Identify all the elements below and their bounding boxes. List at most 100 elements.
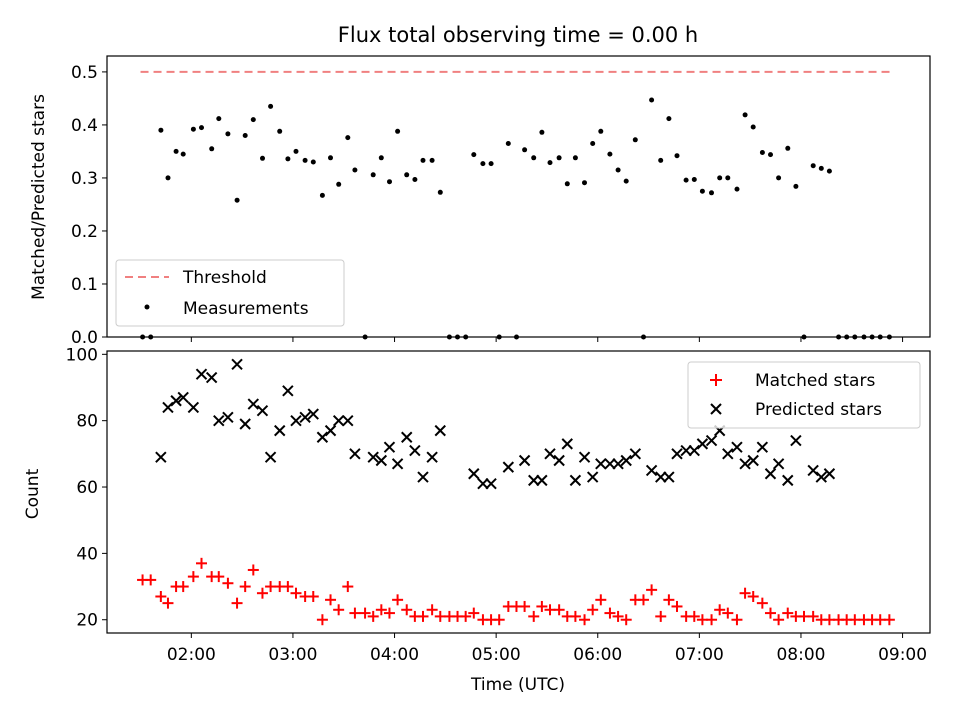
matched-stars-point [663,594,675,606]
matched-stars-point [177,581,189,593]
x-tick-label: 08:00 [776,645,825,665]
measurement-point [759,150,765,155]
x-tick-label: 06:00 [573,645,622,665]
predicted-stars-point [205,371,218,384]
measurement-point [768,152,773,158]
predicted-stars-point [187,401,200,414]
matched-stars-point [612,610,624,622]
predicted-stars-point [409,444,421,457]
x-tick-label: 02:00 [167,645,216,665]
measurement-point [268,103,274,109]
predicted-stars-point [485,477,497,490]
chart-title: Flux total observing time = 0.00 h [338,23,698,47]
predicted-stars-point [620,454,632,467]
top-y-tick-label: 0.2 [71,222,98,242]
measurement-point [173,148,179,154]
predicted-stars-point [342,414,354,427]
legend-measurements-swatch [144,304,150,310]
predicted-stars-point [671,448,683,460]
bottom-y-axis-label: Count [23,468,43,519]
measurement-point [623,178,629,184]
matched-stars-point [162,597,174,609]
measurement-point [209,146,215,152]
matched-stars-point [519,600,531,612]
predicted-stars-point [290,414,302,427]
matched-stars-point [349,607,361,619]
matched-stars-point [579,614,591,626]
measurement-point [158,127,164,133]
predicted-stars-point [274,424,286,437]
predicted-stars-point [239,418,251,430]
predicted-stars-point [772,458,785,470]
matched-stars-point [722,607,734,619]
matched-stars-point [587,604,599,616]
measurement-point [429,157,435,163]
predicted-stars-point [578,451,591,463]
matched-stars-point [316,614,328,626]
x-tick-label: 09:00 [878,645,927,665]
measurement-point [480,161,486,167]
matched-stars-point [468,607,480,619]
matched-stars-point [290,587,302,599]
matched-stars-point [342,581,354,593]
measurement-point [572,155,578,161]
predicted-stars-point [586,471,599,483]
measurement-point [658,157,664,163]
matched-stars-point [359,607,371,619]
matched-stars-point [213,571,225,583]
bottom-axes-frame [106,350,931,634]
predicted-stars-point [629,448,642,460]
matched-stars-point [417,610,429,622]
predicted-stars-point [177,391,189,404]
matched-stars-point [222,577,234,589]
legend-matched-swatch [710,374,722,386]
matched-stars-point [187,571,199,583]
predicted-stars-point [790,434,802,447]
measurement-point [564,181,570,187]
measurement-point [615,167,621,173]
predicted-stars-point [222,411,234,424]
predicted-stars-point [391,458,404,470]
bottom-y-tick-label: 20 [76,611,98,631]
predicted-stars-point [518,454,531,467]
top-legend-box [115,259,345,327]
predicted-stars-point [264,451,277,463]
matched-stars-point [367,610,379,622]
measurement-point [547,160,553,166]
measurement-point [699,188,705,194]
measurement-point [683,177,689,183]
predicted-stars-point [349,448,361,460]
measurement-point [180,151,186,157]
matched-stars-point [383,607,395,619]
measurement-point [352,167,358,173]
matched-stars-point [883,614,895,626]
measurement-point [590,141,596,146]
measurement-point [709,190,714,196]
matched-stars-point [807,610,819,622]
measurement-point [293,148,299,154]
predicted-stars-point [569,474,582,487]
measurement-point [319,192,325,198]
measurement-point [328,155,333,161]
legend-threshold-label: Threshold [182,268,267,288]
measurement-point [531,155,537,161]
predicted-stars-point [162,401,174,414]
matched-stars-point [528,610,540,622]
measurement-point [370,172,376,178]
legend-predicted-swatch [710,403,722,415]
top-y-tick-label: 0.1 [71,275,98,295]
top-y-axis: 0.0 0.1 0.2 0.3 0.4 0.5 [71,63,904,348]
measurement-point [378,155,384,161]
measurement-point [412,177,418,182]
top-y-tick-label: 0.4 [71,116,98,136]
predicted-stars-point [155,451,167,463]
matched-stars-point [714,604,726,616]
matched-stars-point [375,604,387,616]
matched-stars-point [782,607,794,619]
measurement-point [522,147,528,153]
matched-stars-point [333,604,345,616]
measurement-point [505,141,511,146]
bottom-panel: 20 40 60 80 100 02:00 03:00 04:00 05:00 06:00 07:0… [23,345,931,695]
